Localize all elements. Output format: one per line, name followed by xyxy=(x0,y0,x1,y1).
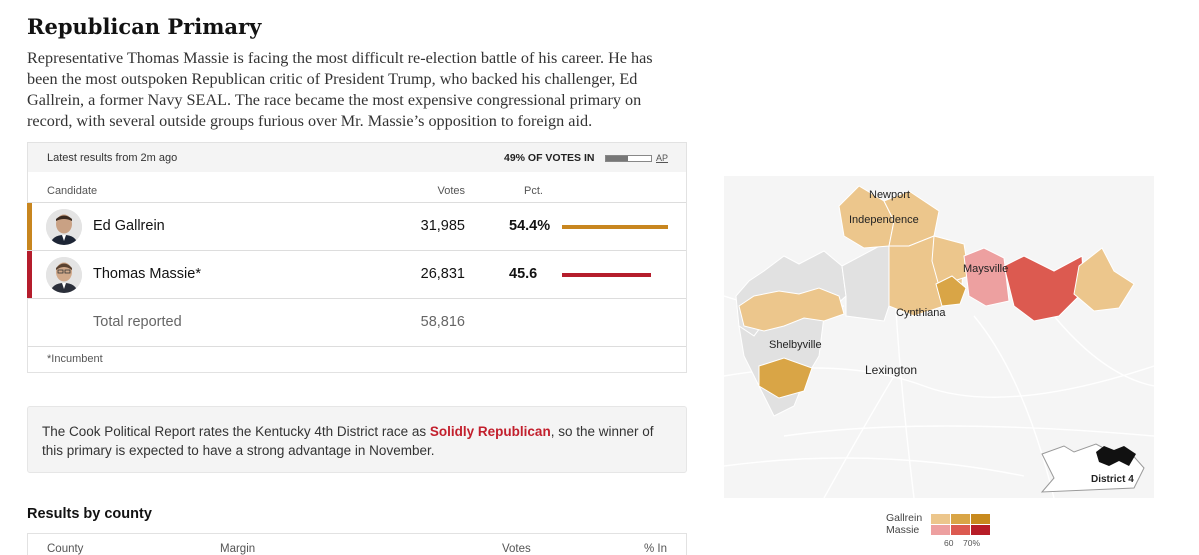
legend-tick-60: 60 xyxy=(944,538,954,548)
candidate-row-gallrein: Ed Gallrein 31,985 54.4% xyxy=(27,203,686,251)
page-title: Republican Primary xyxy=(27,14,262,39)
map-legend: Gallrein Massie 60 70% xyxy=(880,512,1000,552)
map-label-independence: Independence xyxy=(849,214,919,226)
candidate-name: Ed Gallrein xyxy=(93,218,165,234)
map-label-maysville: Maysville xyxy=(963,263,1008,275)
col-votes: Votes xyxy=(437,185,465,197)
avatar xyxy=(46,257,82,293)
total-votes: 58,816 xyxy=(420,314,465,330)
candidate-row-massie: Thomas Massie* 26,831 45.6 xyxy=(27,251,686,299)
map-label-newport: Newport xyxy=(869,189,910,201)
legend-swatch xyxy=(931,514,950,524)
map-label-lexington: Lexington xyxy=(865,363,917,377)
candidate-pct: 45.6 xyxy=(509,266,538,282)
candidate-name: Thomas Massie* xyxy=(93,266,201,282)
total-label: Total reported xyxy=(93,314,182,330)
results-table: Latest results from 2m ago 49% OF VOTES … xyxy=(27,142,687,373)
results-header: Latest results from 2m ago 49% OF VOTES … xyxy=(28,143,686,172)
cook-text-after: , so the winner of this primary is expec… xyxy=(42,424,654,458)
legend-swatch xyxy=(971,525,990,535)
votes-in-progress xyxy=(605,155,652,162)
latest-results-label: Latest results from 2m ago xyxy=(47,152,178,164)
county-gallrein-mid xyxy=(758,357,813,399)
ap-source-link[interactable]: AP xyxy=(656,153,669,163)
county-table-header: County Margin Votes % In xyxy=(27,533,687,555)
district-map: Newport Independence Maysville Cynthiana… xyxy=(724,176,1154,498)
county-gallrein-mid xyxy=(935,275,967,307)
col-county-votes[interactable]: Votes xyxy=(502,543,531,555)
avatar xyxy=(46,209,82,245)
candidate-color-stripe xyxy=(27,203,32,250)
col-pct: Pct. xyxy=(524,185,543,197)
legend-swatch xyxy=(931,525,950,535)
legend-swatch xyxy=(951,514,970,524)
incumbent-footnote: *Incumbent xyxy=(47,353,103,365)
candidate-pct-bar xyxy=(562,273,651,277)
candidate-votes: 26,831 xyxy=(420,266,465,282)
county-results-title: Results by county xyxy=(27,506,152,522)
county-gallrein-light xyxy=(1073,247,1135,312)
district-4-inset-shape xyxy=(1096,446,1136,466)
col-county[interactable]: County xyxy=(47,543,84,555)
col-margin[interactable]: Margin xyxy=(220,543,256,555)
county-massie-light xyxy=(963,247,1010,307)
cook-text-before: The Cook Political Report rates the Kent… xyxy=(42,424,430,439)
candidate-votes: 31,985 xyxy=(420,218,465,234)
candidate-pct: 54.4% xyxy=(509,218,551,234)
map-label-cynthiana: Cynthiana xyxy=(896,307,946,319)
map-label-shelbyville: Shelbyville xyxy=(769,339,822,351)
cook-rating-note: The Cook Political Report rates the Kent… xyxy=(27,406,687,473)
col-candidate: Candidate xyxy=(47,185,98,197)
legend-swatch xyxy=(971,514,990,524)
map-label-district-4: District 4 xyxy=(1091,474,1134,485)
legend-tick-70: 70% xyxy=(963,538,981,548)
candidate-pct-bar xyxy=(562,225,669,229)
cook-rating: Solidly Republican xyxy=(429,424,551,439)
votes-in-label: 49% OF VOTES IN xyxy=(504,152,595,164)
votes-in-progress-fill xyxy=(606,156,629,161)
col-pct-in[interactable]: % In xyxy=(644,543,668,555)
intro-text: Representative Thomas Massie is facing t… xyxy=(27,49,653,130)
candidate-color-stripe xyxy=(27,251,32,298)
column-headers: Candidate Votes Pct. xyxy=(28,172,686,203)
total-row: Total reported 58,816 xyxy=(28,299,686,347)
legend-massie-label: Massie xyxy=(886,524,920,536)
county-gallrein-light xyxy=(738,287,845,332)
legend-gallrein-label: Gallrein xyxy=(886,512,923,524)
legend-swatch xyxy=(951,525,970,535)
